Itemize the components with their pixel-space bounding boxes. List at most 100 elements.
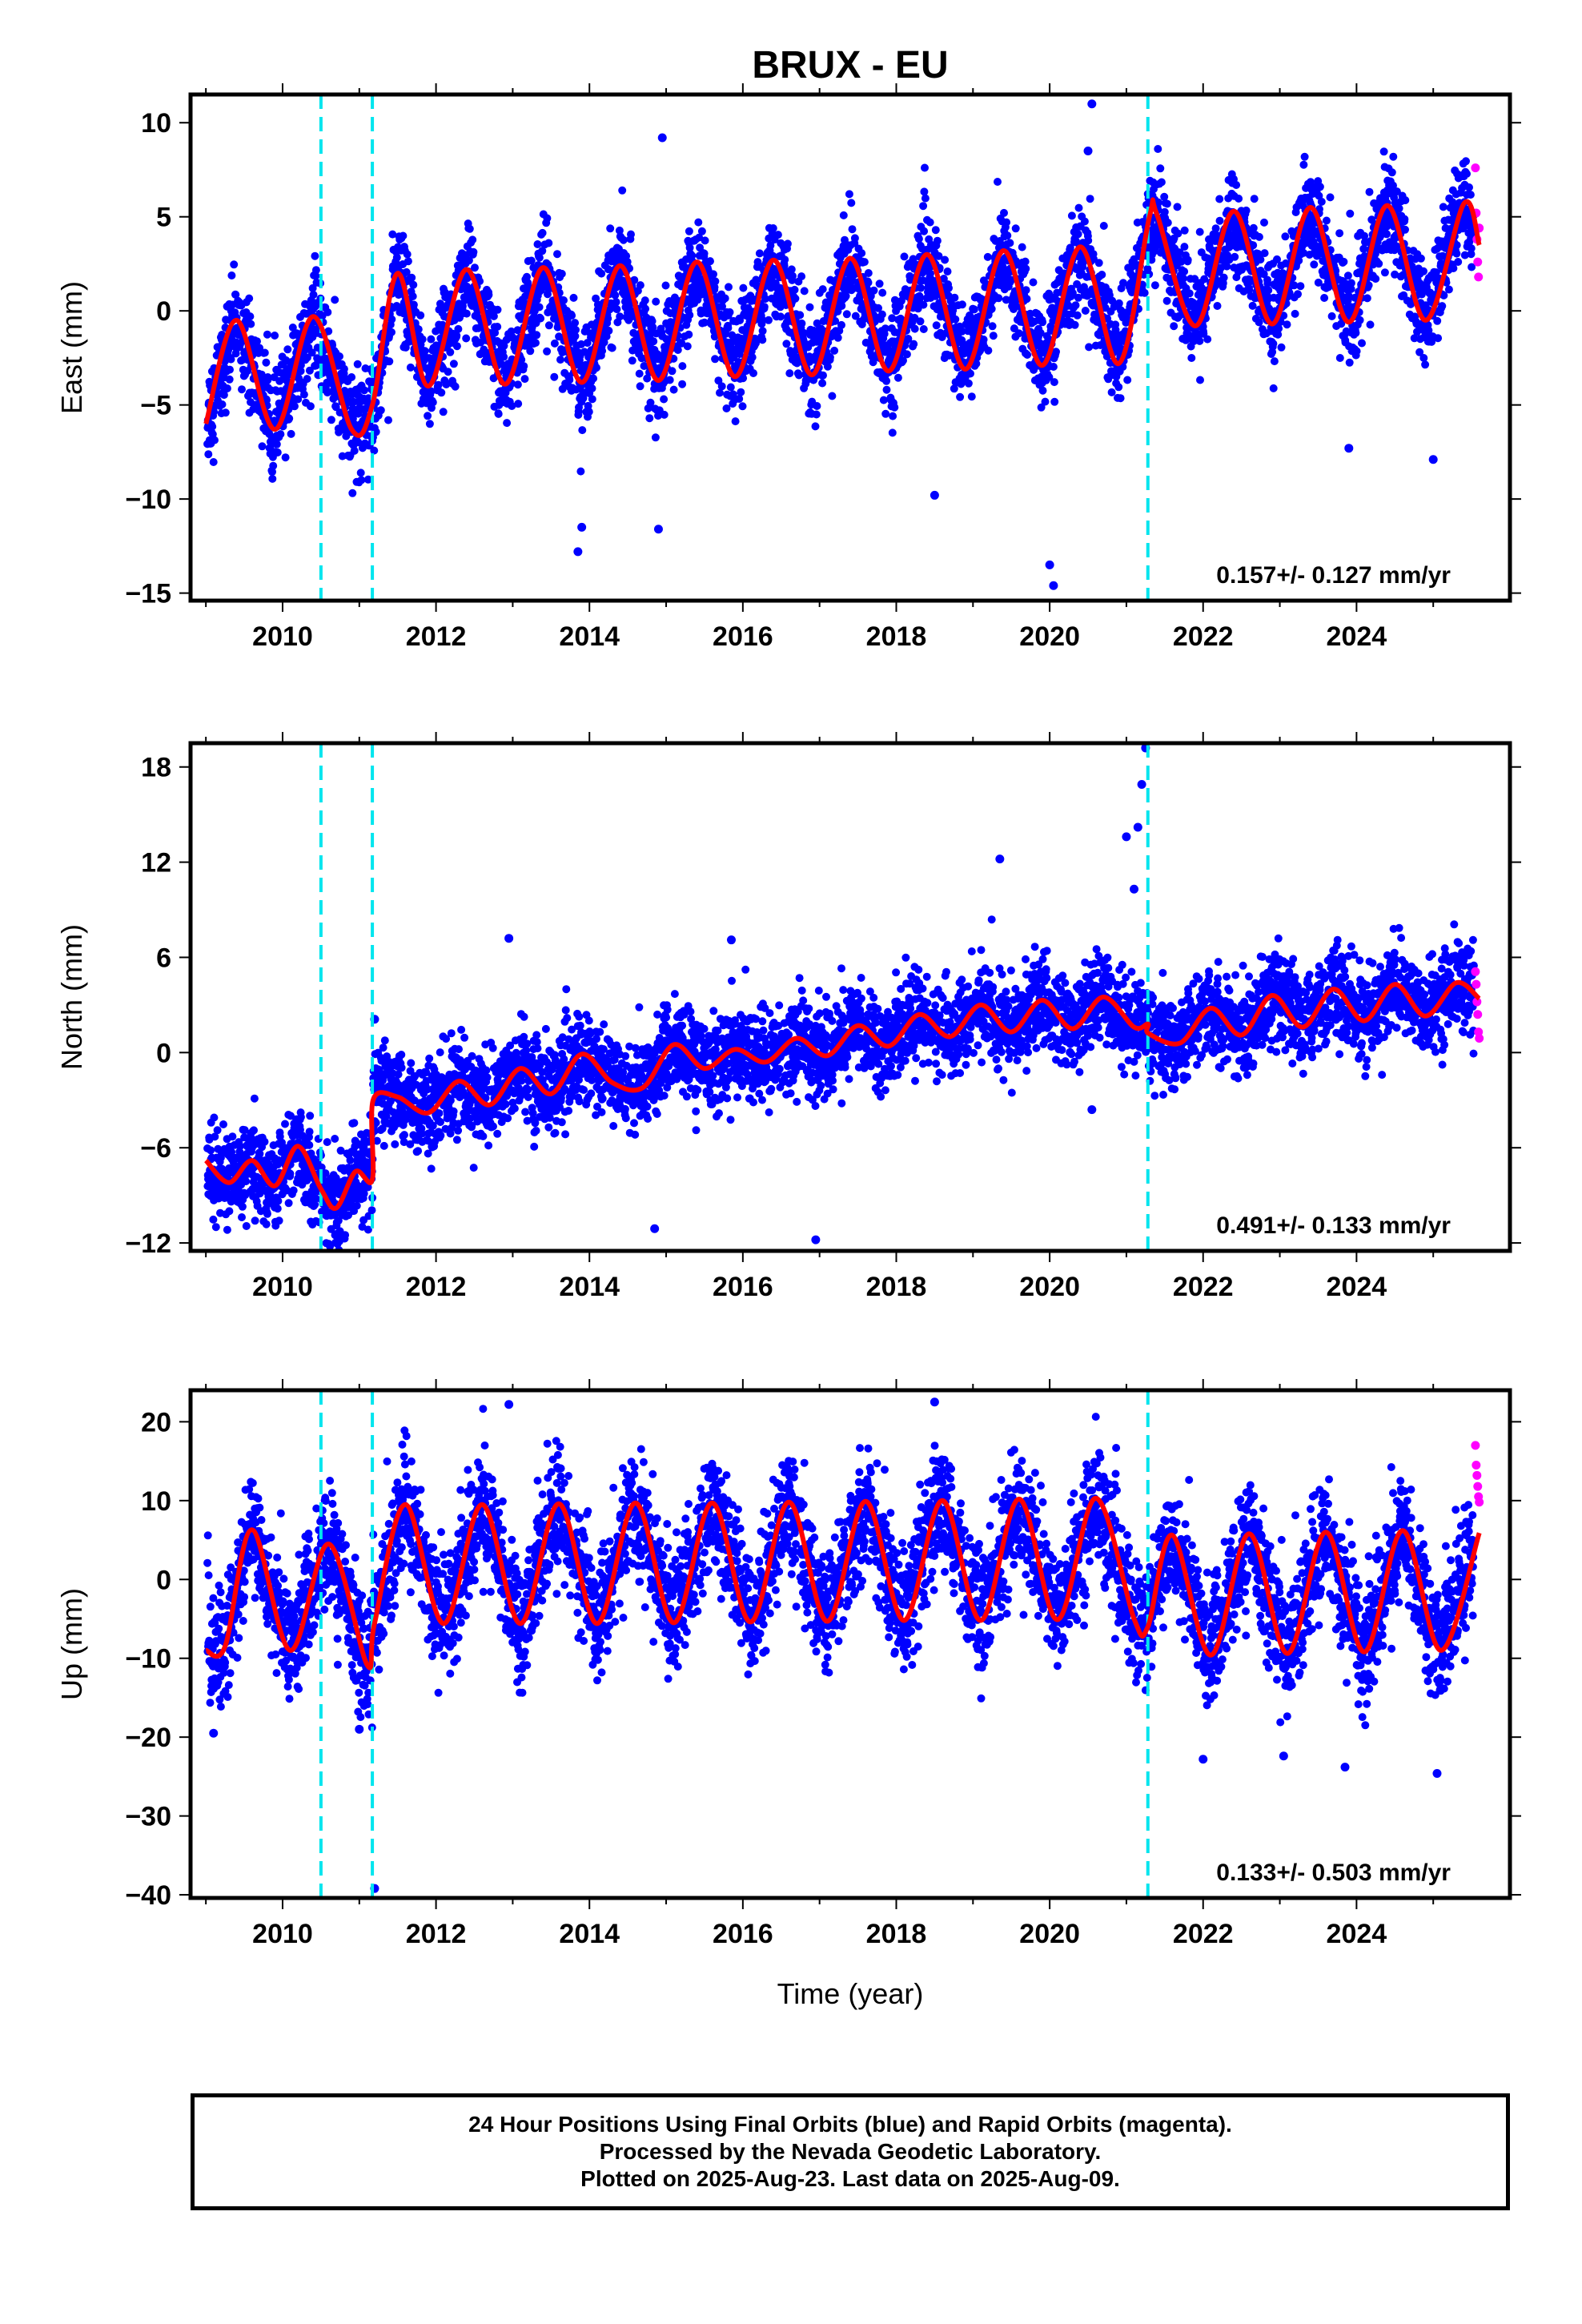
x-tick-label: 2016: [713, 621, 773, 652]
outlier-point: [1083, 146, 1093, 155]
x-tick-label: 2014: [559, 621, 620, 652]
y-tick-label: −5: [140, 391, 171, 421]
chart-title: BRUX - EU: [752, 44, 948, 86]
rapid-orbit-point: [1472, 1470, 1482, 1480]
model-fit-line: [203, 197, 1482, 438]
x-tick-label: 2010: [252, 1919, 313, 1949]
outlier-point: [653, 525, 663, 534]
outlier-point: [1279, 1751, 1288, 1761]
x-tick-label: 2020: [1019, 1272, 1080, 1302]
x-tick-label: 2020: [1019, 1919, 1080, 1949]
footer-note-box: 24 Hour Positions Using Final Orbits (bl…: [191, 2093, 1510, 2210]
outlier-point: [1199, 1755, 1208, 1764]
y-tick-label: 0: [156, 1565, 171, 1595]
outlier-point: [1428, 455, 1438, 464]
rate-label: 0.491+/- 0.133 mm/yr: [1216, 1212, 1451, 1239]
y-tick-label: −20: [125, 1723, 171, 1753]
rapid-orbit-point: [1471, 1441, 1480, 1450]
rapid-orbit-point: [1475, 1034, 1484, 1043]
y-tick-label: −30: [125, 1802, 171, 1832]
x-tick-label: 2012: [406, 621, 467, 652]
model-fit-line: [203, 979, 1481, 1211]
x-tick-label: 2018: [866, 1919, 927, 1949]
outlier-point: [1122, 832, 1131, 842]
y-tick-label: 20: [141, 1407, 171, 1437]
outlier-point: [209, 1728, 219, 1738]
outlier-point: [650, 1224, 660, 1233]
outlier-point: [1137, 780, 1146, 790]
outlier-point: [1432, 1768, 1442, 1778]
outlier-point: [1087, 1105, 1097, 1115]
y-tick-label: 6: [156, 943, 171, 973]
rapid-orbit-point: [1475, 1498, 1484, 1507]
footer-line-1: 24 Hour Positions Using Final Orbits (bl…: [468, 2112, 1232, 2137]
y-tick-label: −12: [125, 1228, 171, 1259]
x-tick-label: 2016: [713, 1919, 773, 1949]
y-tick-label: −10: [125, 485, 171, 515]
panel-up: 2010 2012 2014 2016 2018 2020 2022 202420100−10…: [55, 1379, 1521, 1949]
x-tick-label: 2018: [866, 1272, 927, 1302]
rapid-orbit-point: [1473, 1482, 1483, 1491]
x-tick-label: 2010: [252, 621, 313, 652]
x-tick-label: 2018: [866, 621, 927, 652]
outlier-point: [504, 934, 514, 943]
outlier-point: [930, 490, 939, 500]
x-tick-label: 2012: [406, 1919, 467, 1949]
rapid-orbit-point: [1474, 272, 1484, 282]
y-tick-label: 0: [156, 296, 171, 327]
panels-group: 2010 2012 2014 2016 2018 2020 2022 20241050−5−1…: [55, 83, 1521, 1949]
x-tick-label: 2014: [559, 1919, 620, 1949]
panel-frame: [188, 92, 1512, 603]
y-tick-label: 12: [141, 848, 171, 879]
final-orbit-points: [203, 145, 1478, 497]
outlier-point: [726, 935, 736, 945]
y-axis-label: North (mm): [55, 924, 88, 1070]
y-tick-label: −6: [140, 1133, 171, 1164]
outlier-point: [1130, 884, 1139, 894]
panel-frame: [188, 741, 1512, 1253]
outlier-point: [657, 133, 667, 143]
x-tick-label: 2010: [252, 1272, 313, 1302]
rapid-orbit-point: [1472, 979, 1481, 989]
y-tick-label: 18: [141, 753, 171, 783]
panel-plot-area: [203, 1390, 1484, 1898]
rapid-orbit-point: [1473, 257, 1483, 267]
outlier-point: [1049, 581, 1058, 590]
y-tick-label: 10: [141, 1486, 171, 1517]
x-tick-label: 2012: [406, 1272, 467, 1302]
panel-north: 2010 2012 2014 2016 2018 2020 2022 2024 18 12 6 0 −6…: [55, 732, 1521, 1302]
rapid-orbit-point: [1473, 1010, 1483, 1019]
final-orbit-points: [203, 1405, 1478, 1732]
y-tick-label: 0: [156, 1038, 171, 1068]
rate-label: 0.133+/- 0.503 mm/yr: [1216, 1860, 1451, 1886]
outlier-point: [1045, 560, 1054, 569]
y-tick-label: 10: [141, 108, 171, 139]
x-tick-label: 2024: [1327, 1272, 1387, 1302]
outlier-point: [930, 1397, 939, 1407]
outlier-point: [355, 1724, 364, 1734]
footer-line-3: Plotted on 2025-Aug-23. Last data on 202…: [580, 2166, 1120, 2191]
y-tick-label: 5: [156, 203, 171, 233]
y-axis-label: Up (mm): [55, 1588, 88, 1700]
y-tick-label: −40: [125, 1880, 171, 1911]
y-tick-label: −10: [125, 1644, 171, 1675]
outlier-point: [577, 522, 587, 532]
outlier-point: [504, 1400, 514, 1409]
y-axis-label: East (mm): [55, 281, 88, 414]
x-tick-label: 2014: [559, 1272, 620, 1302]
x-tick-label: 2024: [1327, 621, 1387, 652]
outlier-point: [1087, 99, 1097, 109]
x-tick-label: 2024: [1327, 1919, 1387, 1949]
rapid-orbit-point: [1472, 1461, 1481, 1470]
rapid-orbit-point: [1471, 163, 1480, 173]
x-tick-label: 2022: [1173, 621, 1234, 652]
outlier-point: [811, 1235, 821, 1244]
panel-plot-area: [203, 743, 1484, 1251]
y-tick-label: −15: [125, 579, 171, 609]
rapid-orbit-point: [1472, 997, 1482, 1007]
footer-line-2: Processed by the Nevada Geodetic Laborat…: [599, 2139, 1102, 2164]
panel-frame: [188, 1388, 1512, 1900]
outlier-point: [995, 854, 1005, 864]
panel-plot-area: [203, 94, 1484, 601]
final-orbit-points: [203, 915, 1478, 1251]
